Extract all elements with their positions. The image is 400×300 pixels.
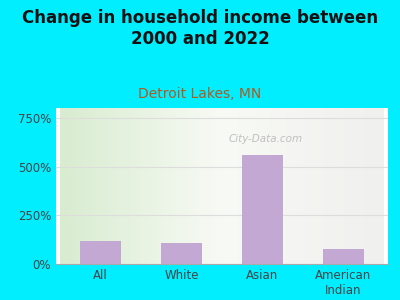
Text: Detroit Lakes, MN: Detroit Lakes, MN — [138, 87, 262, 101]
Text: City-Data.com: City-Data.com — [228, 134, 302, 144]
Bar — [80, 241, 121, 264]
Text: Change in household income between
2000 and 2022: Change in household income between 2000 … — [22, 9, 378, 48]
Bar — [323, 249, 364, 264]
Bar — [161, 242, 202, 264]
Bar — [242, 155, 283, 264]
